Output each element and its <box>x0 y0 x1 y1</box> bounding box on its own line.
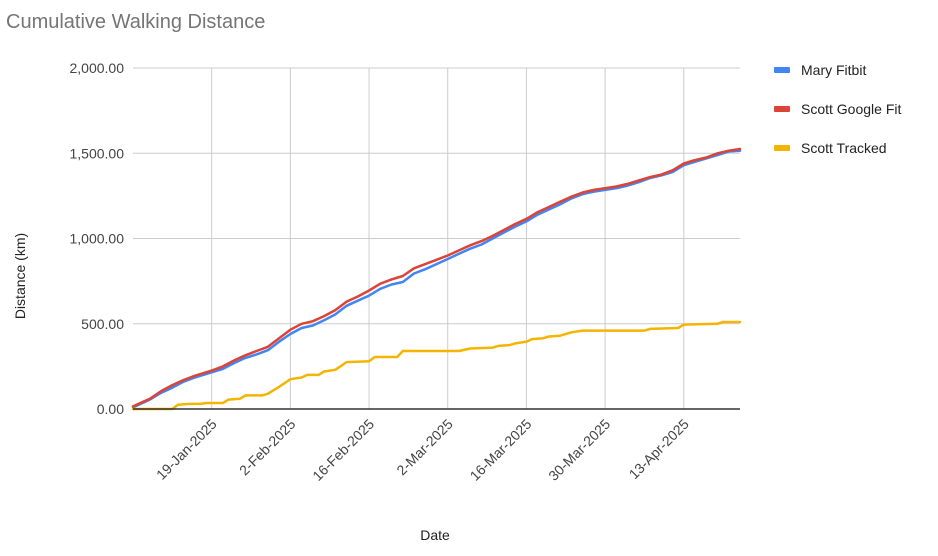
legend-label: Mary Fitbit <box>801 62 866 78</box>
gridlines <box>133 67 740 409</box>
series-line-scott-google-fit <box>131 147 742 408</box>
y-tick-label: 1,000.00 <box>70 231 125 247</box>
x-tick-label: 16-Feb-2025 <box>309 416 377 484</box>
legend: Mary Fitbit Scott Google Fit Scott Tracked <box>774 62 901 156</box>
chart-title: Cumulative Walking Distance <box>6 11 265 33</box>
x-tick-label: 2-Mar-2025 <box>393 416 456 479</box>
legend-swatch <box>774 67 790 73</box>
y-tick-label: 500.00 <box>81 316 124 332</box>
legend-item-scott-tracked: Scott Tracked <box>774 140 887 156</box>
x-tick-label: 13-Apr-2025 <box>626 416 692 482</box>
y-tick-label: 2,000.00 <box>70 60 125 76</box>
series-line-mary-fitbit <box>131 149 742 409</box>
x-axis-title: Date <box>420 527 450 543</box>
series-line-scott-tracked <box>131 320 742 411</box>
x-tick-label: 2-Feb-2025 <box>236 416 299 479</box>
legend-item-scott-google-fit: Scott Google Fit <box>774 101 901 117</box>
x-axis-ticks: 19-Jan-2025 2-Feb-2025 16-Feb-2025 2-Mar-20… <box>153 416 692 484</box>
x-tick-label: 19-Jan-2025 <box>153 416 220 483</box>
legend-swatch <box>774 145 790 151</box>
y-tick-label: 0.00 <box>97 401 124 417</box>
legend-label: Scott Tracked <box>801 140 887 156</box>
y-tick-label: 1,500.00 <box>70 145 125 161</box>
series-lines <box>131 147 742 411</box>
legend-item-mary-fitbit: Mary Fitbit <box>774 62 866 78</box>
legend-swatch <box>774 106 790 112</box>
y-axis-title: Distance (km) <box>12 233 28 319</box>
legend-label: Scott Google Fit <box>801 101 901 117</box>
y-axis-ticks: 0.00 500.00 1,000.00 1,500.00 2,000.00 <box>70 60 125 417</box>
x-tick-label: 30-Mar-2025 <box>545 416 613 484</box>
x-tick-label: 16-Mar-2025 <box>467 416 535 484</box>
